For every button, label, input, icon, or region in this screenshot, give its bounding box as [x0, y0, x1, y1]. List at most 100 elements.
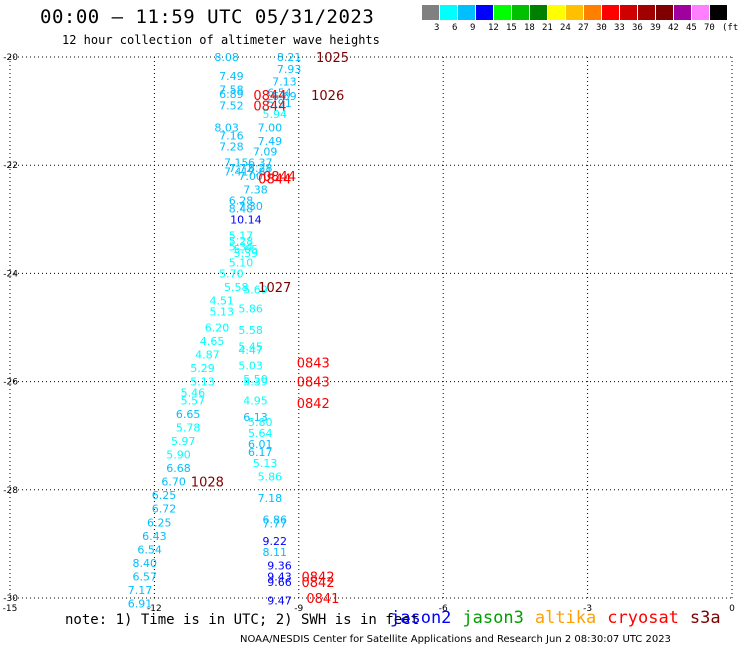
wave-height-label: 5.13 — [253, 457, 278, 470]
wave-height-label: 5.39 — [234, 247, 259, 260]
wave-height-label: 6.57 — [133, 570, 158, 583]
wave-height-label: 6.91 — [128, 597, 153, 610]
wave-height-label: 5.13 — [190, 376, 215, 389]
pass-time-label: 0844 — [253, 100, 286, 115]
wave-height-label: 7.28 — [219, 140, 244, 153]
wave-height-label: 7.30 — [238, 200, 263, 213]
y-tick-label: -26 — [3, 378, 18, 388]
scale-label: 45 — [686, 23, 697, 33]
pass-time-label: 0844 — [253, 89, 286, 104]
chart-subtitle: 12 hour collection of altimeter wave hei… — [62, 33, 380, 47]
wave-height-label: 6.20 — [205, 322, 230, 335]
wave-height-label: 7.81 — [248, 166, 273, 179]
y-tick-label: -24 — [3, 269, 18, 279]
wave-height-label: 6.70 — [161, 476, 186, 489]
pass-time-label: 0844 — [263, 170, 296, 185]
wave-height-label: 4.65 — [200, 335, 225, 348]
wave-height-label: 7.38 — [243, 184, 268, 197]
scale-swatch — [656, 5, 673, 20]
x-tick-label: -15 — [3, 604, 18, 614]
pass-time-label: 1025 — [316, 51, 349, 66]
wave-height-label: 5.80 — [248, 416, 273, 429]
wave-height-label: 5.50 — [243, 373, 268, 386]
wave-height-label: 5.94 — [262, 108, 287, 121]
y-tick-label: -22 — [3, 161, 18, 171]
wave-height-label: 7.93 — [277, 63, 302, 76]
wave-height-label: 7.52 — [219, 100, 244, 113]
wave-height-label: 6.43 — [142, 530, 167, 543]
scale-swatch — [530, 5, 547, 20]
wave-height-label: 4.95 — [243, 395, 268, 408]
scale-label: 6 — [452, 23, 458, 33]
wave-height-label: 8.03 — [214, 121, 239, 134]
legend-item: cryosat — [607, 608, 679, 628]
wave-height-label: 6.37 — [248, 156, 273, 169]
wave-height-label: 9.22 — [262, 535, 287, 548]
x-tick-label: -12 — [147, 604, 162, 614]
wave-height-label: 5.39 — [243, 376, 268, 389]
wave-height-label: 6.86 — [262, 514, 287, 527]
scale-label: 18 — [524, 23, 535, 33]
pass-time-label: 0843 — [297, 357, 330, 372]
scale-swatch — [584, 5, 601, 20]
wave-height-label: 5.70 — [219, 267, 244, 280]
wave-height-label: 6.25 — [152, 489, 177, 502]
wave-height-label: 8.21 — [277, 51, 302, 64]
legend-item: s3a — [689, 608, 721, 628]
scale-label: 33 — [614, 23, 625, 33]
scale-label: 21 — [542, 23, 553, 33]
wave-height-label: 9.36 — [267, 560, 292, 573]
wave-height-label: 6.72 — [152, 503, 177, 516]
scale-label: 15 — [506, 23, 517, 33]
pass-time-label: 0842 — [297, 397, 330, 412]
wave-height-label: 5.90 — [166, 449, 191, 462]
wave-height-label: 7.00 — [258, 121, 283, 134]
wave-height-label: 5.34 — [229, 240, 254, 253]
wave-height-label: 6.65 — [176, 408, 201, 421]
scale-label: 9 — [470, 23, 476, 33]
wave-height-label: 8.08 — [214, 51, 239, 64]
y-tick-label: -30 — [3, 594, 18, 604]
scale-label: 39 — [650, 23, 661, 33]
legend-item: jason2 — [390, 608, 452, 628]
wave-height-label: 5.57 — [181, 395, 206, 408]
wave-height-label: 5.78 — [176, 422, 201, 435]
pass-time-label: 0842 — [302, 570, 335, 585]
wave-height-label: 9.66 — [267, 576, 292, 589]
wave-height-label: 9.47 — [267, 595, 292, 608]
scale-label: (ft) — [722, 23, 740, 33]
scale-swatch — [710, 5, 727, 20]
wave-height-label: 7.49 — [258, 135, 283, 148]
scale-swatch — [422, 5, 439, 20]
scale-swatch — [692, 5, 709, 20]
wave-height-label: 4.51 — [210, 294, 235, 307]
wave-height-label: 5.10 — [229, 257, 254, 270]
wave-height-label: 8.48 — [229, 202, 254, 215]
wave-height-label: 5.65 — [234, 243, 259, 256]
wave-height-label: 5.03 — [238, 359, 263, 372]
scale-label: 30 — [596, 23, 607, 33]
footnote: note: 1) Time is in UTC; 2) SWH is in fe… — [65, 612, 420, 628]
wave-height-label: 5.29 — [190, 362, 215, 375]
x-tick-label: 0 — [729, 604, 735, 614]
wave-height-label: 6.28 — [229, 194, 254, 207]
scale-label: 27 — [578, 23, 589, 33]
y-tick-label: -20 — [3, 53, 18, 63]
wave-height-label: 7.00 — [238, 170, 263, 183]
wave-height-label: 7.18 — [258, 492, 283, 505]
pass-time-label: 1026 — [311, 89, 344, 104]
pass-time-label: 0844 — [258, 173, 291, 188]
wave-height-label: 10.14 — [230, 213, 262, 226]
scale-label: 42 — [668, 23, 679, 33]
wave-height-label: 6.25 — [147, 516, 172, 529]
y-tick-label: -28 — [3, 486, 18, 496]
wave-height-label: 6.01 — [248, 438, 273, 451]
wave-height-label: 7.72 — [229, 162, 254, 175]
wave-height-label: 5.17 — [229, 230, 254, 243]
pass-time-label: 0841 — [306, 592, 339, 607]
wave-height-label: 7.17 — [128, 584, 153, 597]
wave-height-label: 5.28 — [229, 235, 254, 248]
wave-height-label: 4.47 — [238, 344, 263, 357]
chart-title: 00:00 – 11:59 UTC 05/31/2023 — [40, 6, 375, 28]
